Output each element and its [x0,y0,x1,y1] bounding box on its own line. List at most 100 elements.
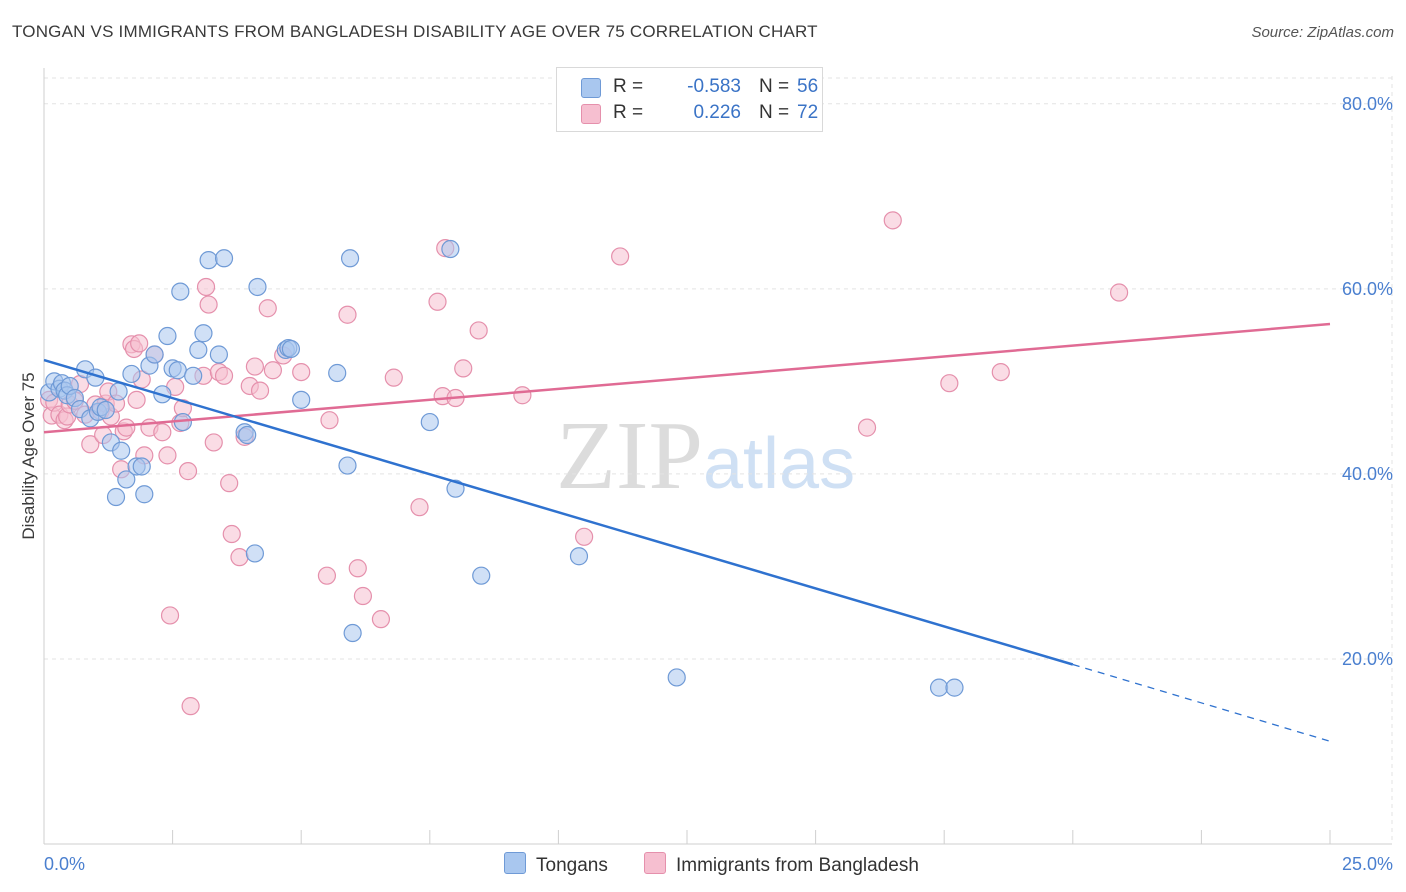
point-bangladesh [81,435,100,454]
y-tick-label: 60.0% [1342,279,1393,299]
point-tongans [189,340,208,359]
point-bangladesh [292,362,311,382]
point-tongans [238,425,257,445]
point-bangladesh [940,374,959,393]
axes [43,68,1392,845]
point-tongans [248,277,267,297]
point-bangladesh [245,357,265,376]
point-tongans [145,345,164,364]
point-tongans [109,382,128,401]
point-tongans [569,547,589,566]
legend-r-value: 0.226 [693,102,741,123]
bottom-legend-label-tongans: Tongans [536,855,608,876]
point-tongans [158,326,177,346]
point-bangladesh [1109,283,1129,302]
legend-swatch-tongans [581,78,601,98]
point-bangladesh [214,366,234,385]
point-tongans [209,345,228,364]
point-bangladesh [454,359,473,378]
point-bangladesh [220,474,239,493]
point-bangladesh [469,321,488,340]
point-tongans [132,457,151,476]
point-bangladesh [338,305,357,324]
x-tick-label-max: 25.0% [1342,854,1393,874]
point-tongans [292,390,311,409]
point-tongans [96,400,115,420]
point-tongans [184,366,203,385]
point-bangladesh [127,390,146,409]
legend-n-label: N = [759,76,790,97]
bottom-legend-bangladesh: Immigrants from Bangladesh [644,852,919,877]
point-tongans [328,363,347,383]
point-tongans [945,678,964,697]
point-bangladesh [428,292,447,311]
point-bangladesh [991,362,1010,382]
point-bangladesh [611,247,630,266]
stats-legend: R = -0.583 N = 56 R = 0.226 N = 72 [556,67,823,132]
point-tongans [929,678,949,697]
point-bangladesh [178,462,198,481]
legend-n-label: N = [759,102,790,123]
source-label: Source: ZipAtlas.com [1251,24,1394,41]
bottom-legend-label-bangladesh: Immigrants from Bangladesh [676,855,919,876]
bottom-legend-tongans: Tongans [504,852,608,877]
point-tongans [338,456,357,475]
y-axis-label: Disability Age Over 75 [19,372,38,539]
point-tongans [122,364,141,384]
point-tongans [117,470,136,489]
point-bangladesh [320,411,339,430]
point-tongans [194,324,213,343]
trend-line-bangladesh [43,322,1331,434]
point-tongans [667,668,686,687]
point-tongans [135,485,154,504]
point-bangladesh [857,418,877,437]
trend-line-tongans-extrapolated [1072,663,1331,742]
y-tick-label: 20.0% [1342,649,1393,669]
point-tongans [106,487,126,507]
bottom-legend-swatch-tongans [504,852,526,874]
point-tongans [281,339,301,359]
point-bangladesh [371,610,391,629]
legend-n-value: 72 [797,102,819,123]
point-bangladesh [317,566,337,585]
series-bangladesh-points [40,211,1129,716]
point-tongans [343,623,362,643]
point-bangladesh [160,606,180,625]
y-tick-label: 80.0% [1342,94,1393,114]
point-bangladesh [883,211,902,230]
point-tongans [472,566,491,585]
point-bangladesh [117,418,136,437]
point-bangladesh [348,559,367,578]
point-bangladesh [196,277,216,297]
point-tongans [171,282,190,301]
point-bangladesh [513,386,532,405]
point-bangladesh [130,334,149,353]
chart-title: TONGAN VS IMMIGRANTS FROM BANGLADESH DIS… [12,22,818,41]
point-bangladesh [199,295,218,314]
legend-r-value: -0.583 [687,76,741,97]
point-tongans [446,479,465,498]
point-tongans [214,249,234,268]
series-tongans-points [40,239,964,697]
point-bangladesh [181,697,200,716]
point-bangladesh [353,586,373,606]
y-tick-label: 40.0% [1342,464,1393,484]
point-bangladesh [204,433,223,452]
legend-swatch-bangladesh [581,104,601,124]
point-bangladesh [230,548,249,567]
point-bangladesh [222,524,241,544]
point-bangladesh [153,423,172,442]
trend-lines [43,322,1331,742]
point-bangladesh [250,381,270,400]
point-tongans [420,412,439,432]
point-bangladesh [410,498,429,517]
point-bangladesh [384,368,403,387]
bottom-legend-swatch-bangladesh [644,852,666,874]
grid-lines [44,76,1393,844]
point-bangladesh [575,527,594,546]
point-tongans [340,249,360,268]
point-tongans [245,544,265,563]
point-bangladesh [158,446,177,465]
point-tongans [199,251,218,270]
watermark: ZIPatlas [556,400,855,512]
